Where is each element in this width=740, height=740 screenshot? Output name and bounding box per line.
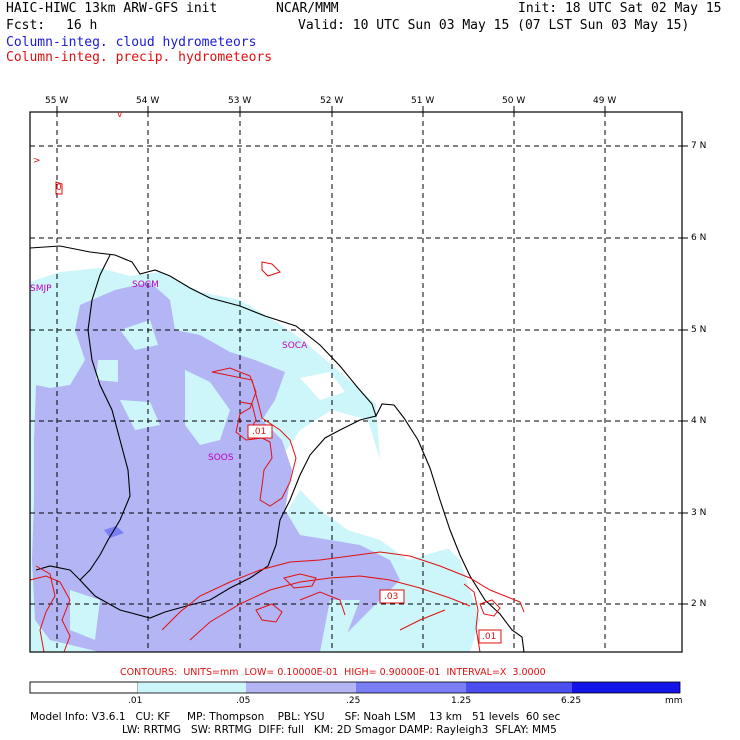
model-info-line2: LW: RRTMG SW: RRTMG DIFF: full KM: 2D Sm…	[122, 724, 557, 736]
lat-label-7n: 7 N	[691, 141, 707, 151]
colorbar-label-3: 1.25	[451, 696, 472, 706]
colorbar-label-4: 6.25	[561, 696, 582, 706]
contour-label-boxes	[247, 424, 502, 644]
contour-label-3: .01	[482, 632, 497, 642]
field-precip-label: Column-integ. precip. hydrometeors	[6, 50, 273, 65]
lon-label-49w: 49 W	[593, 96, 617, 106]
coastline	[29, 245, 525, 653]
precip-mark-arrow: >	[33, 156, 41, 166]
contour-label-2: .03	[384, 592, 399, 602]
precip-mark-v: v	[117, 110, 123, 120]
forecast-label: Fcst:	[6, 18, 46, 33]
contours-info: CONTOURS: UNITS=mm LOW= 0.10000E-01 HIGH…	[120, 667, 546, 678]
precip-contours	[29, 181, 525, 653]
init-time: Init: 18 UTC Sat 02 May 15	[518, 1, 722, 16]
colorbar	[29, 681, 681, 694]
lat-label-5n: 5 N	[691, 325, 707, 335]
valid-time: Valid: 10 UTC Sun 03 May 15 (07 LST Sun …	[298, 18, 690, 33]
lat-label-6n: 6 N	[691, 233, 707, 243]
colorbar-label-0: .01	[128, 696, 143, 706]
lat-lon-grid	[30, 112, 682, 652]
plot-frame	[29, 111, 683, 653]
forecast-hour: 16 h	[66, 18, 98, 33]
model-title: HAIC-HIWC 13km ARW-GFS init	[6, 1, 218, 16]
colorbar-label-1: .05	[236, 696, 251, 706]
lat-label-3n: 3 N	[691, 508, 707, 518]
org-label: NCAR/MMM	[276, 1, 339, 16]
lat-label-4n: 4 N	[691, 416, 707, 426]
axis-ticks	[56, 106, 688, 605]
station-soos: SOOS	[208, 453, 234, 463]
model-info-line1: Model Info: V3.6.1 CU: KF MP: Thompson P…	[30, 711, 561, 723]
colorbar-label-2: .25	[346, 696, 361, 706]
cloud-medium-shading	[32, 282, 400, 652]
lon-label-50w: 50 W	[502, 96, 526, 106]
lon-label-51w: 51 W	[411, 96, 435, 106]
lon-label-55w: 55 W	[45, 96, 69, 106]
lat-label-2n: 2 N	[691, 599, 707, 609]
lon-label-52w: 52 W	[320, 96, 344, 106]
field-cloud-label: Column-integ. cloud hydrometeors	[6, 35, 257, 50]
contour-label-1: .01	[252, 427, 267, 437]
colorbar-unit: mm	[665, 696, 683, 706]
station-smjp: SMJP	[30, 284, 52, 294]
lon-label-54w: 54 W	[136, 96, 160, 106]
precip-mark-zero: 0	[56, 183, 62, 193]
station-socm: SOCM	[132, 280, 159, 290]
lon-label-53w: 53 W	[228, 96, 252, 106]
station-soca: SOCA	[282, 341, 308, 351]
